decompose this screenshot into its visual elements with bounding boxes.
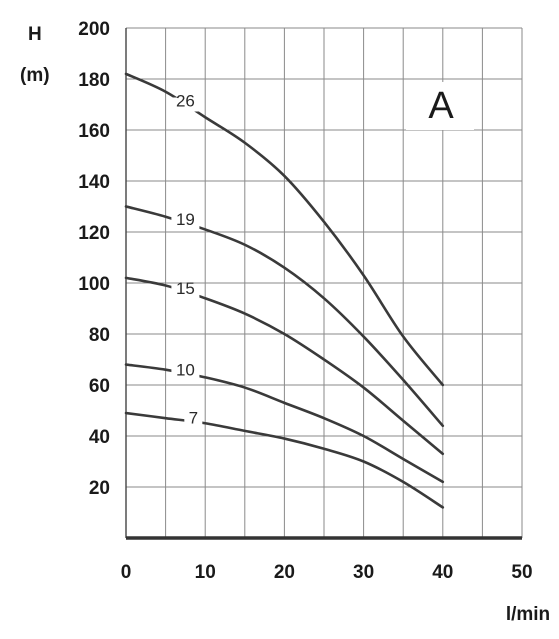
curve-label-background (184, 414, 203, 429)
y-tick-label: 80 (89, 325, 110, 346)
corner-label-background (406, 82, 474, 130)
curve-label-10: 10 (176, 361, 195, 380)
x-axis-label: l/min (506, 604, 550, 625)
y-tick-label: 180 (78, 70, 110, 91)
y-tick-label: 100 (78, 274, 110, 295)
x-tick-label: 10 (195, 562, 216, 583)
curve-label-26: 26 (176, 92, 195, 111)
curve-label-background (171, 97, 200, 112)
curve-label-background (171, 216, 200, 231)
curve-series-7 (124, 411, 445, 509)
y-tick-label: 60 (89, 376, 110, 397)
x-tick-label: 20 (274, 562, 295, 583)
curve-label-background (171, 284, 200, 299)
y-tick-label: 120 (78, 223, 110, 244)
x-tick-label: 30 (353, 562, 374, 583)
x-tick-label: 40 (432, 562, 453, 583)
curve-label-15: 15 (176, 279, 195, 298)
y-tick-label: 160 (78, 121, 110, 142)
y-tick-label: 40 (89, 427, 110, 448)
y-axis-unit: (m) (20, 65, 50, 86)
tick-labels: 20 40 60 80 100 120 140 160 180 200 0 10 20 30 40 50 (78, 19, 532, 583)
curves: 26 19 15 10 7 (124, 72, 445, 509)
y-tick-label: 140 (78, 172, 110, 193)
y-tick-label: 200 (78, 19, 110, 40)
curve-label-7: 7 (189, 409, 198, 428)
chart-corner-label: A (428, 85, 454, 127)
y-axis-symbol: H (28, 24, 42, 45)
curve-label-19: 19 (176, 210, 195, 229)
x-tick-label: 50 (511, 562, 532, 583)
curve-label-background (171, 366, 200, 381)
x-tick-label: 0 (121, 562, 132, 583)
grid (125, 27, 523, 540)
y-tick-label: 20 (89, 478, 110, 499)
